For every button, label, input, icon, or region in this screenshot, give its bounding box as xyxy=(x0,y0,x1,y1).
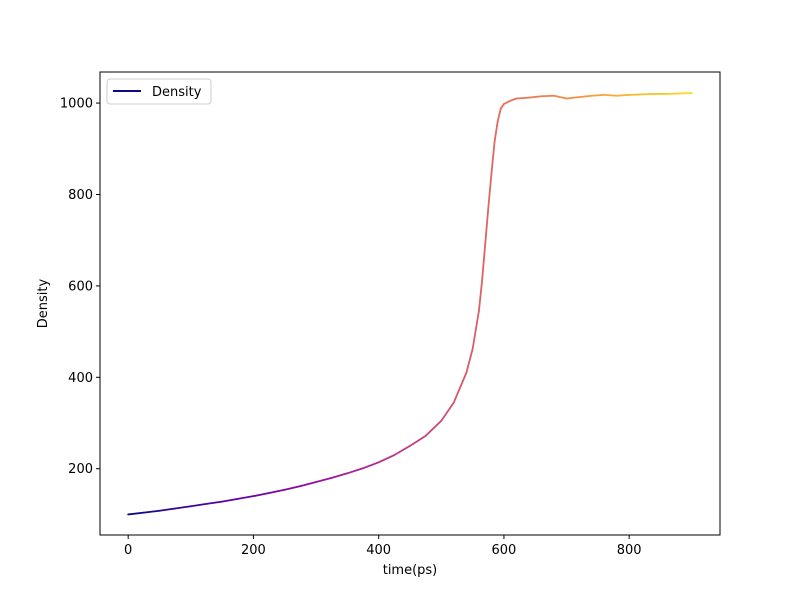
series-segment xyxy=(452,371,468,404)
x-axis: 0 200 400 600 800 xyxy=(124,535,642,558)
series-segment xyxy=(315,476,333,483)
series-segment xyxy=(236,495,255,500)
legend-entry-density: Density xyxy=(152,85,202,100)
x-tick-label: 200 xyxy=(241,543,266,558)
x-axis-label: time(ps) xyxy=(383,563,438,578)
y-axis-label: Density xyxy=(36,278,51,328)
series-segment xyxy=(346,467,364,475)
series-segment xyxy=(477,280,483,312)
series-segment xyxy=(615,93,631,97)
series-segment xyxy=(487,173,493,210)
series-segment xyxy=(174,505,192,510)
series-segment xyxy=(493,120,499,143)
series-segment xyxy=(484,207,490,246)
legend: Density xyxy=(106,78,212,105)
plot-frame xyxy=(99,71,721,536)
y-tick-label: 600 xyxy=(68,279,93,294)
series-segment xyxy=(221,497,239,503)
x-tick-label: 800 xyxy=(617,543,642,558)
series-segment xyxy=(503,99,512,105)
series-segment xyxy=(471,310,480,350)
series-segment xyxy=(205,500,224,505)
series-segment xyxy=(268,488,286,494)
series-segment xyxy=(481,243,487,283)
series-segment xyxy=(283,485,302,491)
series-segment xyxy=(509,97,518,102)
series-segment xyxy=(465,348,474,374)
series-segment xyxy=(440,401,455,422)
series-segment xyxy=(158,507,177,512)
y-tick-label: 800 xyxy=(68,188,93,203)
y-axis: 200 400 600 800 1000 xyxy=(60,97,100,477)
series-segment xyxy=(553,94,568,100)
series-segment xyxy=(515,96,530,100)
series-segment xyxy=(252,492,270,498)
series-segment xyxy=(590,93,606,97)
series-segment xyxy=(528,95,543,99)
y-tick-label: 1000 xyxy=(60,97,93,112)
x-tick-label: 600 xyxy=(492,543,517,558)
series-segment xyxy=(127,511,145,516)
series-segment xyxy=(409,434,427,447)
x-tick-label: 400 xyxy=(366,543,391,558)
series-segment xyxy=(424,419,443,437)
series-segment xyxy=(142,509,161,514)
series-segment xyxy=(490,141,496,175)
x-tick-label: 0 xyxy=(124,543,132,558)
y-tick-label: 200 xyxy=(68,462,93,477)
series-segment xyxy=(189,503,208,508)
series-segment xyxy=(578,94,593,99)
series-segment xyxy=(330,472,349,479)
series-segment xyxy=(377,454,396,464)
y-tick-label: 400 xyxy=(68,371,93,386)
series-segment xyxy=(299,481,317,487)
series-segment xyxy=(393,444,411,456)
legend-box xyxy=(106,78,212,105)
series-segment xyxy=(496,107,502,123)
series-layer xyxy=(127,92,693,516)
series-segment xyxy=(362,461,380,470)
series-segment xyxy=(603,93,618,97)
series-segment xyxy=(565,96,580,100)
series-segment xyxy=(499,103,505,110)
